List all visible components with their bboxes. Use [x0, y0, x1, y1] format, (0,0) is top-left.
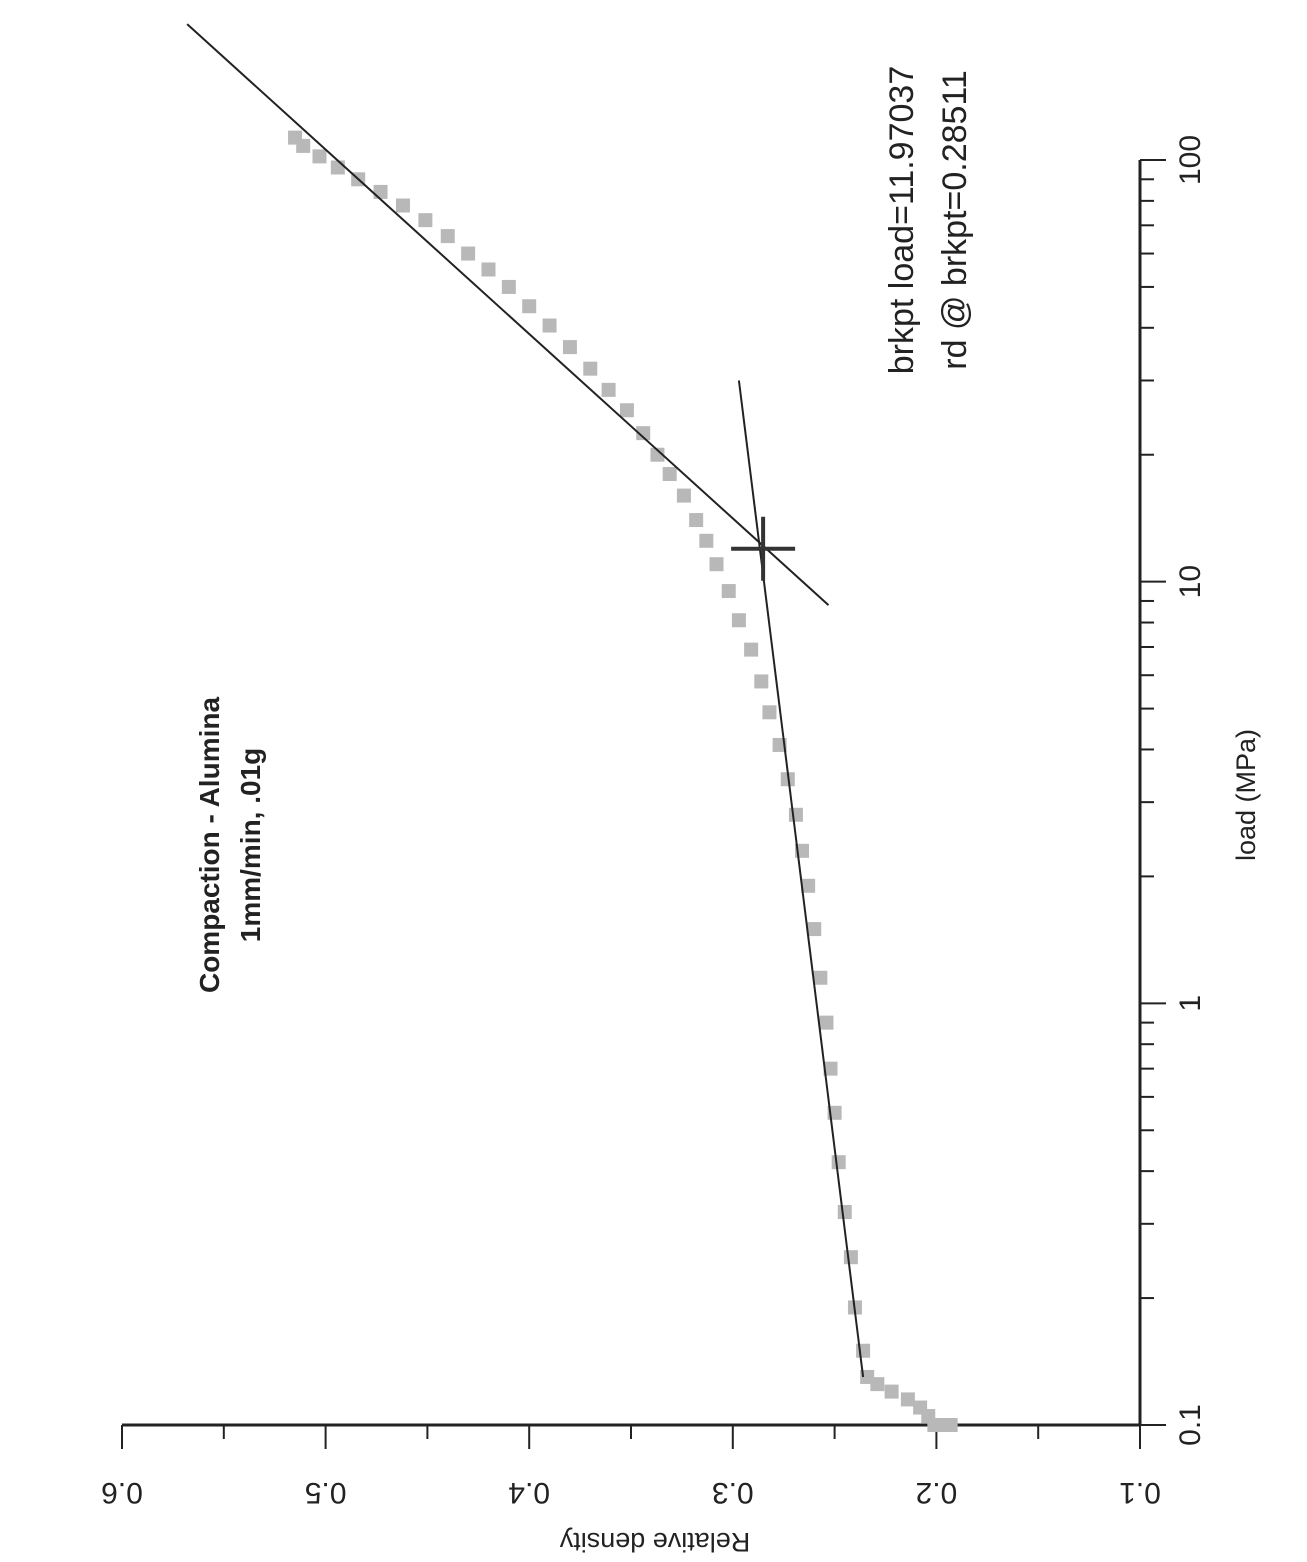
data-point	[819, 1015, 834, 1030]
data-point	[501, 279, 516, 294]
x-tick-label: 0.1	[1174, 1404, 1207, 1446]
fit-line	[186, 23, 830, 606]
data-point	[461, 246, 476, 261]
y-tick-label: 0.4	[508, 1476, 550, 1509]
data-point	[312, 149, 327, 164]
data-point	[762, 705, 777, 720]
data-point	[522, 299, 537, 314]
data-point	[721, 584, 736, 599]
data-points	[288, 130, 958, 1432]
y-axis-ticks: 0.1 0.2 0.3 0.4 0.5 0.6	[101, 1425, 1161, 1509]
data-point	[601, 382, 616, 397]
plot-area: 0.1 1 10 100 0.1 0.2 0.3 0.4 0.5 0.6	[101, 23, 1207, 1509]
data-point	[807, 922, 822, 937]
data-point	[744, 642, 759, 657]
data-point	[619, 403, 634, 418]
breakpoint-density-annotation: rd @ brkpt=0.28511	[936, 70, 974, 369]
data-point	[731, 613, 746, 628]
data-point	[831, 1155, 846, 1170]
data-point	[583, 361, 598, 376]
data-point	[860, 1369, 875, 1384]
y-tick-label: 0.3	[712, 1476, 754, 1509]
data-point	[636, 426, 651, 441]
data-point	[676, 488, 691, 503]
fit-lines	[186, 23, 865, 1378]
data-point	[650, 447, 665, 462]
chart-title: Compaction - Alumina	[194, 697, 225, 994]
data-point	[788, 807, 803, 822]
data-point	[699, 533, 714, 548]
y-tick-label: 0.6	[101, 1476, 143, 1509]
y-tick-label: 0.2	[916, 1476, 958, 1509]
data-point	[330, 160, 345, 175]
data-point	[754, 674, 769, 689]
data-point	[562, 340, 577, 355]
y-tick-label: 0.1	[1119, 1476, 1161, 1509]
data-point	[373, 184, 388, 199]
y-tick-label: 0.5	[305, 1476, 347, 1509]
x-tick-label: 1	[1174, 995, 1207, 1012]
data-point	[418, 213, 433, 228]
chart-subtitle: 1mm/min, .01g	[235, 748, 266, 943]
data-point	[481, 262, 496, 277]
x-axis-ticks: 0.1 1 10 100	[1140, 135, 1207, 1446]
x-tick-label: 100	[1174, 135, 1207, 185]
fit-line	[737, 380, 865, 1378]
data-point	[837, 1204, 852, 1219]
y-axis-title: Relative density	[559, 1527, 750, 1557]
breakpoint-marker	[731, 516, 796, 581]
x-tick-label: 10	[1174, 565, 1207, 598]
breakpoint-load-annotation: brkpt load=11.97037	[883, 66, 921, 374]
data-point	[823, 1061, 838, 1076]
data-point	[884, 1384, 899, 1399]
data-point	[440, 229, 455, 244]
data-point	[542, 318, 557, 333]
data-point	[709, 557, 724, 572]
data-point	[813, 970, 828, 985]
data-point	[395, 198, 410, 213]
data-point	[801, 878, 816, 893]
data-point	[288, 130, 303, 145]
data-point	[900, 1392, 915, 1407]
data-point	[843, 1250, 858, 1265]
data-point	[689, 513, 704, 528]
data-point	[856, 1343, 871, 1358]
data-point	[662, 467, 677, 482]
data-point	[913, 1400, 928, 1415]
x-axis-title: load (MPa)	[1231, 729, 1261, 861]
